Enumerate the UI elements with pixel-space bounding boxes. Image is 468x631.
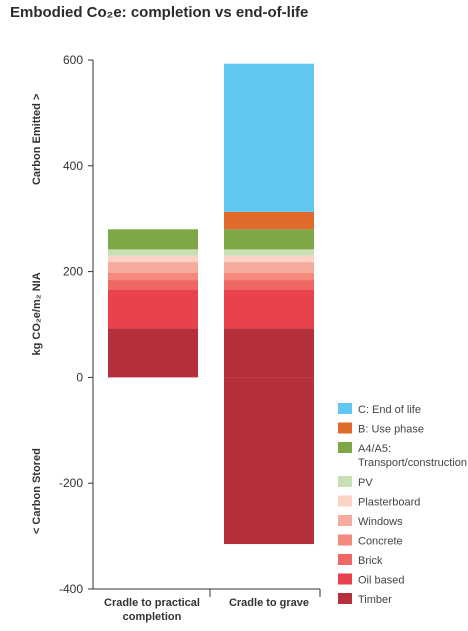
legend-swatch <box>338 515 352 526</box>
x-category-label: Cradle to grave <box>229 597 309 609</box>
bar-segment-oil-based <box>108 289 198 329</box>
legend-swatch <box>338 554 352 565</box>
legend-label: PV <box>358 477 373 489</box>
bar-segment-windows <box>108 262 198 273</box>
legend-label: C: End of life <box>358 404 421 416</box>
bar-segment-brick <box>108 280 198 290</box>
legend-swatch <box>338 534 352 546</box>
legend-label: Windows <box>358 516 403 528</box>
legend-label: Timber <box>358 594 392 606</box>
legend-swatch <box>338 593 352 604</box>
y-tick-label: 200 <box>63 265 83 279</box>
bar-segment-timber <box>108 328 198 378</box>
bar-segment-plasterboard <box>108 255 198 263</box>
y-tick-label: -200 <box>59 476 83 490</box>
x-category-label: completion <box>123 611 182 623</box>
y-label-units: kg CO₂e/m₂ NIA <box>31 272 43 355</box>
y-tick-label: 600 <box>63 53 83 67</box>
y-tick-label: -400 <box>59 582 83 596</box>
legend-label: Concrete <box>358 536 403 548</box>
bar-segment-timber <box>224 328 314 378</box>
bar-segment-a4-a5-transport-construction <box>224 229 314 250</box>
x-category-label: Cradle to practical <box>104 597 200 609</box>
y-tick-label: 400 <box>63 159 83 173</box>
bar-segment-pv <box>108 249 198 256</box>
bar-segment-concrete <box>108 272 198 281</box>
bar-segment-pv <box>224 249 314 256</box>
bar-segment-concrete <box>224 272 314 281</box>
legend-swatch <box>338 422 352 434</box>
bar-segment-brick <box>224 280 314 290</box>
legend-swatch <box>338 442 352 453</box>
y-label-carbon-emitted: Carbon Emitted > <box>31 94 43 185</box>
y-tick-label: 0 <box>76 370 83 384</box>
legend-label: Plasterboard <box>358 497 420 509</box>
chart-title: Embodied Co₂e: completion vs end-of-life <box>10 4 309 21</box>
legend-swatch <box>338 495 352 507</box>
legend-swatch <box>338 403 352 414</box>
bar-segment-timber-stored <box>224 377 314 545</box>
legend-swatch <box>338 573 352 585</box>
bar-segment-windows <box>224 262 314 273</box>
bar-segment-plasterboard <box>224 255 314 263</box>
legend-label: Brick <box>358 555 383 567</box>
bar-segment-oil-based <box>224 289 314 329</box>
legend-label: B: Use phase <box>358 424 424 436</box>
bar-segment-c-end-of-life <box>224 63 314 212</box>
legend-label: A4/A5: <box>358 443 391 455</box>
bar-segment-b-use-phase <box>224 211 314 230</box>
bar-segment-a4-a5-transport-construction <box>108 229 198 250</box>
legend-swatch <box>338 476 352 487</box>
y-label-carbon-stored: < Carbon Stored <box>31 448 43 534</box>
legend-label: Oil based <box>358 575 404 587</box>
legend-label: Transport/construction <box>358 457 467 469</box>
